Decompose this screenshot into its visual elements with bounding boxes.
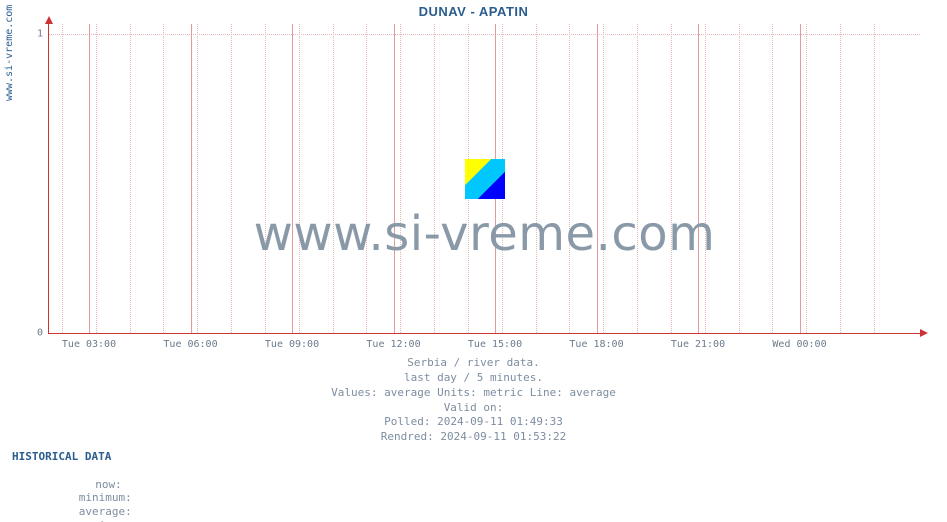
grid-v-major (191, 24, 192, 333)
grid-v-minor (671, 24, 672, 333)
grid-v-minor (333, 24, 334, 333)
grid-v-minor (434, 24, 435, 333)
meta-valid-label: Valid on: (0, 401, 947, 416)
grid-v-minor (265, 24, 266, 333)
grid-v-major (698, 24, 699, 333)
x-tick-label: Tue 18:00 (569, 333, 623, 350)
y-tick-label: 1 (37, 29, 49, 40)
y-tick-label: 0 (37, 328, 49, 339)
grid-v-minor (400, 24, 401, 333)
grid-v-minor (231, 24, 232, 333)
watermark-icon (465, 159, 505, 199)
y-axis-source-label: www.si-vreme.com (4, 5, 15, 101)
grid-v-major (800, 24, 801, 333)
x-tick-label: Wed 00:00 (772, 333, 826, 350)
watermark-text: www.si-vreme.com (254, 206, 716, 262)
x-tick-label: Tue 21:00 (671, 333, 725, 350)
chart-metadata: Serbia / river data. last day / 5 minute… (0, 356, 947, 445)
grid-h-line (49, 34, 920, 35)
grid-v-minor (96, 24, 97, 333)
y-axis-arrow-icon (45, 16, 53, 24)
grid-v-minor (739, 24, 740, 333)
grid-v-major (394, 24, 395, 333)
grid-v-minor (874, 24, 875, 333)
x-tick-label: Tue 15:00 (468, 333, 522, 350)
grid-v-minor (163, 24, 164, 333)
chart-title: DUNAV - APATIN (0, 4, 947, 19)
historical-title: HISTORICAL DATA (12, 450, 428, 464)
meta-settings: Values: average Units: metric Line: aver… (0, 386, 947, 401)
chart-container: DUNAV - APATIN www.si-vreme.com 01Tue 03… (0, 0, 947, 522)
x-tick-label: Tue 06:00 (163, 333, 217, 350)
grid-v-minor (569, 24, 570, 333)
x-axis-arrow-icon (920, 329, 928, 337)
grid-v-minor (197, 24, 198, 333)
historical-header-row: now: minimum: average: maximum: DUNAV - … (12, 464, 428, 522)
historical-data-block: HISTORICAL DATA now: minimum: average: m… (12, 450, 428, 522)
grid-v-minor (62, 24, 63, 333)
grid-v-major (292, 24, 293, 333)
grid-v-major (89, 24, 90, 333)
grid-v-minor (299, 24, 300, 333)
grid-v-minor (840, 24, 841, 333)
header-now: now: (52, 478, 122, 492)
grid-v-minor (130, 24, 131, 333)
x-tick-label: Tue 03:00 (62, 333, 116, 350)
grid-v-minor (772, 24, 773, 333)
grid-v-major (597, 24, 598, 333)
grid-v-minor (637, 24, 638, 333)
x-tick-label: Tue 12:00 (366, 333, 420, 350)
meta-interval: last day / 5 minutes. (0, 371, 947, 386)
meta-polled: Polled: 2024-09-11 01:49:33 (0, 415, 947, 430)
grid-v-minor (806, 24, 807, 333)
x-tick-label: Tue 09:00 (265, 333, 319, 350)
grid-v-minor (705, 24, 706, 333)
grid-v-minor (536, 24, 537, 333)
header-min: minimum: (52, 491, 132, 505)
header-avg: average: (52, 505, 132, 519)
meta-rendered: Rendred: 2024-09-11 01:53:22 (0, 430, 947, 445)
plot-area: 01Tue 03:00Tue 06:00Tue 09:00Tue 12:00Tu… (48, 24, 920, 334)
meta-source: Serbia / river data. (0, 356, 947, 371)
grid-v-minor (603, 24, 604, 333)
grid-v-minor (366, 24, 367, 333)
